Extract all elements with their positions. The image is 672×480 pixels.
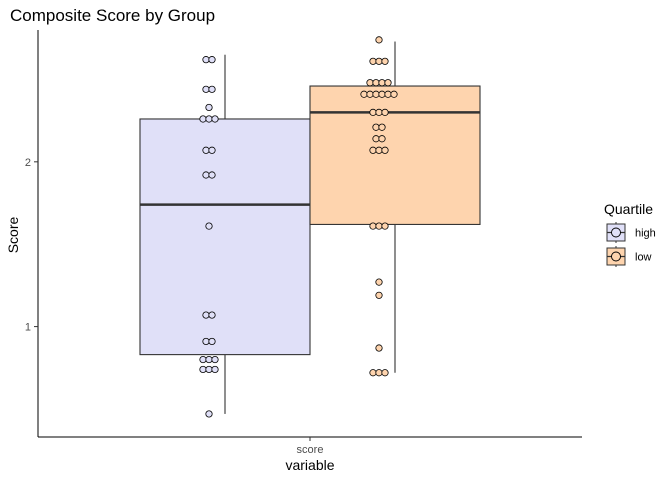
point-high (211, 355, 219, 364)
chart-title: Composite Score by Group (10, 6, 215, 25)
point-low (369, 146, 377, 154)
point-high (202, 337, 210, 346)
point-low (360, 90, 368, 98)
point-high (199, 115, 207, 123)
legend: Quartile high low (604, 201, 656, 267)
point-high (208, 337, 216, 346)
point-high (205, 365, 213, 374)
point-low (372, 90, 380, 98)
point-low (366, 79, 374, 87)
point-low (375, 57, 383, 65)
box-group-low (309, 41, 481, 373)
y-tick-label: 2 (25, 157, 31, 169)
point-low (378, 79, 386, 87)
point-low (375, 108, 383, 116)
point-high (208, 171, 216, 179)
point-low (381, 222, 389, 230)
point-high (205, 410, 213, 418)
point-low (375, 369, 383, 377)
point-high (202, 85, 210, 93)
legend-key-point (611, 227, 621, 238)
y-axis-title: Score (5, 217, 21, 254)
point-low (381, 57, 389, 65)
point-low (375, 344, 383, 352)
point-low (390, 90, 398, 98)
point-high (205, 103, 213, 112)
point-high (211, 115, 219, 123)
point-low (381, 146, 389, 154)
point-high (208, 146, 216, 154)
legend-title: Quartile (604, 201, 653, 217)
point-low (378, 90, 386, 98)
point-low (381, 108, 389, 116)
point-low (381, 369, 389, 377)
point-low (369, 369, 377, 377)
y-tick-label: 1 (25, 322, 31, 334)
legend-key-point (611, 251, 621, 262)
point-high (202, 56, 210, 64)
point-high (211, 365, 219, 374)
point-high (202, 311, 210, 319)
legend-item-low: low (606, 246, 652, 267)
point-low (372, 135, 380, 143)
point-low (369, 57, 377, 65)
legend-label-low: low (635, 252, 652, 264)
point-high (202, 146, 210, 154)
point-low (369, 108, 377, 116)
point-low (375, 36, 383, 44)
box-group-high (139, 54, 311, 414)
point-high (205, 222, 213, 230)
box-high (139, 118, 311, 356)
point-low (375, 222, 383, 230)
point-low (378, 123, 386, 131)
x-tick-label: score (297, 444, 324, 456)
point-low (378, 135, 386, 143)
point-low (384, 79, 392, 87)
plot-area: 1 2 score (25, 30, 582, 456)
point-low (366, 90, 374, 98)
x-axis-title: variable (285, 457, 334, 473)
point-high (199, 365, 207, 374)
point-low (375, 291, 383, 299)
point-low (375, 278, 383, 286)
point-high (208, 56, 216, 64)
point-low (375, 146, 383, 154)
point-low (384, 90, 392, 98)
legend-label-high: high (635, 228, 656, 240)
point-high (205, 115, 213, 123)
point-high (205, 355, 213, 364)
box-low (309, 85, 481, 225)
legend-item-high: high (606, 222, 656, 243)
point-high (208, 85, 216, 93)
point-low (372, 123, 380, 131)
point-low (372, 79, 380, 87)
point-high (208, 311, 216, 319)
point-high (202, 171, 210, 179)
point-low (369, 222, 377, 230)
point-high (199, 355, 207, 364)
